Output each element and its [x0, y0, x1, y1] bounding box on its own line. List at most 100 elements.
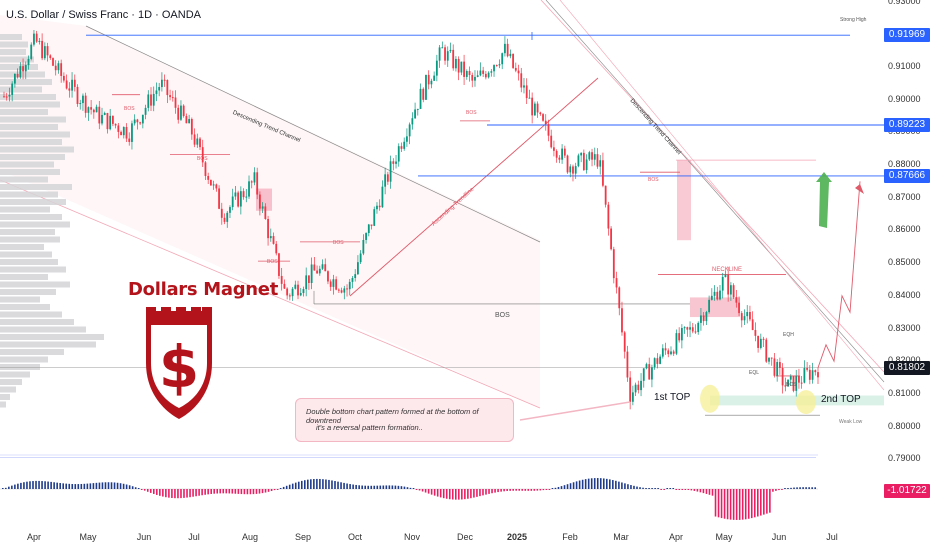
candle-body [648, 364, 651, 380]
oscillator-bar [772, 489, 774, 492]
candle-body [24, 65, 27, 72]
oscillator-bar [149, 489, 152, 493]
oscillator-bar [805, 487, 807, 489]
oscillator-bar [651, 488, 653, 489]
candle-body [177, 107, 180, 120]
oscillator-bar [340, 482, 342, 489]
candle-body [22, 66, 24, 72]
oscillator-bar [732, 489, 735, 520]
candle-body [705, 312, 708, 322]
candle-body [433, 75, 436, 81]
oscillator-bar [364, 485, 366, 489]
oscillator-bar [228, 489, 231, 494]
volume-profile-bar [0, 326, 86, 333]
oscillator-bar [461, 489, 463, 500]
oscillator-bar [690, 489, 693, 491]
oscillator-bar [168, 489, 170, 498]
volume-profile-bar [0, 101, 60, 108]
oscillator-bar [116, 482, 119, 489]
oscillator-bar [343, 482, 345, 489]
oscillator-bar [334, 481, 336, 489]
oscillator-bar [291, 483, 294, 489]
volume-profile-bar [0, 401, 6, 408]
oscillator-bar [799, 487, 801, 489]
oscillator-bar [385, 485, 388, 489]
candle-body [806, 368, 809, 370]
oscillator-bar [609, 479, 611, 489]
oscillator-bar [602, 478, 605, 489]
candle-body [308, 275, 310, 283]
candle-body [550, 135, 553, 148]
candle-body [422, 88, 425, 100]
oscillator-bar [729, 489, 732, 520]
candle-body [403, 141, 406, 149]
candle-body [365, 233, 367, 240]
oscillator-bar [313, 479, 315, 489]
candle-body [599, 160, 602, 167]
candle-body [381, 186, 384, 208]
price-tag: -1.01722 [884, 484, 930, 498]
candle-body [525, 85, 528, 99]
bullish-arrow-icon [816, 172, 832, 228]
candle-body [504, 43, 506, 54]
candle-body [656, 358, 659, 364]
candle-body [784, 385, 787, 387]
oscillator-bar [406, 487, 409, 489]
oscillator-bar [74, 484, 77, 489]
oscillator-bar [400, 486, 403, 489]
oscillator-bar [249, 489, 252, 495]
candle-body [498, 64, 501, 66]
candle-body [111, 115, 114, 124]
oscillator-bar [705, 489, 708, 494]
oscillator-bar [162, 489, 164, 497]
candle-body [430, 80, 433, 85]
oscillator-bar [621, 482, 623, 489]
oscillator-bar [86, 483, 89, 489]
volume-profile-bar [0, 251, 52, 258]
candle-body [141, 114, 144, 124]
candle-body [150, 94, 152, 106]
candle-body [329, 281, 332, 287]
oscillator-bar [186, 489, 188, 498]
time-tick-label: Apr [26, 532, 42, 542]
candle-body [441, 47, 444, 49]
oscillator-bar [590, 478, 593, 489]
candle-body [392, 161, 395, 164]
candle-body [101, 114, 103, 124]
price-tick-label: 0.91000 [888, 60, 921, 71]
candle-body [629, 377, 632, 402]
oscillator-bar [285, 485, 288, 489]
candle-body [787, 379, 789, 387]
candle-body [814, 370, 817, 373]
oscillator-bar [243, 489, 246, 495]
candle-body [735, 297, 738, 303]
candle-body [520, 73, 523, 88]
oscillator-bar [476, 489, 478, 497]
candle-body [465, 71, 468, 77]
price-tick-label: 0.90000 [888, 93, 921, 104]
candle-body [593, 154, 596, 160]
oscillator-bar [388, 485, 391, 489]
oscillator-bar [101, 482, 104, 489]
candle-body [95, 106, 98, 113]
candle-body [316, 270, 318, 274]
oscillator-bar [373, 485, 376, 489]
oscillator-bar [225, 489, 228, 494]
oscillator-bar [672, 488, 675, 489]
candle-body [62, 75, 65, 81]
oscillator-bar [500, 489, 502, 492]
volume-profile-bar [0, 274, 48, 280]
candle-body [637, 384, 640, 391]
candle-body [580, 152, 583, 156]
symbol-title[interactable]: U.S. Dollar / Swiss Franc · 1D · OANDA [6, 9, 201, 21]
oscillator-bar [403, 486, 406, 489]
candle-body [122, 127, 125, 136]
volume-profile-bar [0, 341, 96, 348]
oscillator-bar [787, 488, 789, 489]
oscillator-bar [485, 489, 487, 495]
candle-body [798, 376, 800, 383]
candle-body [160, 79, 163, 88]
oscillator-bar [355, 484, 357, 489]
